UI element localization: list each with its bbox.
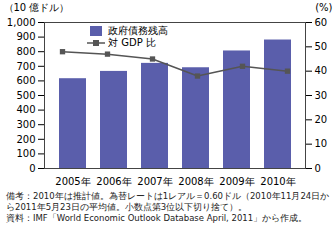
svg-text:2005年: 2005年 <box>55 176 90 187</box>
svg-text:50: 50 <box>315 41 328 52</box>
svg-text:10: 10 <box>315 138 328 149</box>
svg-text:2006年: 2006年 <box>96 176 131 187</box>
svg-text:700: 700 <box>16 61 35 72</box>
svg-text:(%): (%) <box>315 2 332 13</box>
svg-text:2008年: 2008年 <box>178 176 213 187</box>
html-text:政府債務残高: 政府債務残高 <box>108 25 168 36</box>
svg-text:40: 40 <box>315 65 328 76</box>
svg-text:200: 200 <box>16 134 35 145</box>
svg-text:20: 20 <box>315 114 328 125</box>
svg-text:400: 400 <box>16 104 35 115</box>
svg-text:2007年: 2007年 <box>137 176 172 187</box>
svg-text:100: 100 <box>16 148 35 159</box>
svg-text:2010年: 2010年 <box>260 176 295 187</box>
svg-text:0: 0 <box>315 163 321 174</box>
svg-text:600: 600 <box>16 75 35 86</box>
svg-text:500: 500 <box>16 90 35 101</box>
html-text:備考：2010年は推計値。為替レートは1レアル＝0.60ドル: 備考：2010年は推計値。為替レートは1レアル＝0.60ドル（2010年11月2… <box>6 191 330 212</box>
svg-text:30: 30 <box>315 90 328 101</box>
svg-text:300: 300 <box>16 119 35 130</box>
svg-text:2009年: 2009年 <box>219 176 254 187</box>
html-text:資料：IMF「World Economic Outlook: 資料：IMF「World Economic Outlook Database A… <box>6 213 308 223</box>
html-text:対 GDP 比: 対 GDP 比 <box>108 37 156 48</box>
svg-text:60: 60 <box>315 17 328 28</box>
svg-text:0: 0 <box>29 163 35 174</box>
svg-text:（10 億ドル）: （10 億ドル） <box>4 2 70 13</box>
svg-text:1,000: 1,000 <box>7 17 36 28</box>
svg-text:800: 800 <box>16 46 35 57</box>
svg-text:900: 900 <box>16 31 35 42</box>
